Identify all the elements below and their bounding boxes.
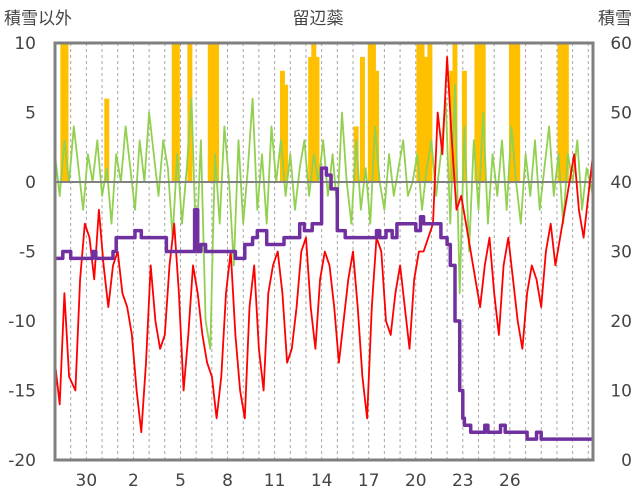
precipitation-bar [171,43,177,182]
precipitation-bar [214,43,220,182]
y-axis-right-label: 積雪 [598,9,632,29]
precipitation-bar [374,70,380,182]
precipitation-bar [210,43,216,182]
plot-frame [53,41,595,462]
precipitation-bar [474,43,480,182]
x-tick-label: 17 [358,471,380,491]
precipitation-bar [422,56,428,182]
precipitation-bar [314,56,320,182]
precipitation-bar [174,43,180,182]
x-tick-label: 20 [405,471,427,491]
x-tick-label: 5 [175,471,186,491]
chart-title: 留辺蘂 [293,9,344,29]
y-left-tick-label: 10 [14,34,36,54]
precipitation-bar [308,56,314,182]
precipitation-bar [359,56,365,182]
precipitation-bar [419,43,425,182]
x-tick-label: 30 [76,471,98,491]
precipitation-bar [416,43,422,182]
series-lines [53,41,595,462]
y-right-tick-label: 10 [610,382,632,402]
y-left-tick-label: 5 [25,104,36,124]
x-tick-label: 11 [264,471,286,491]
y-left-tick-label: -15 [8,382,36,402]
x-tick-label: 26 [499,471,521,491]
y-left-tick-label: -20 [8,451,36,471]
precipitation-bar [515,43,521,182]
y-right-tick-label: 30 [610,243,632,263]
precipitation-bar [311,43,317,182]
y-left-tick-label: 0 [25,173,36,193]
precipitation-bar [104,98,110,182]
snow-depth-line [55,166,593,441]
precipitation-bar [563,43,569,182]
precipitation-bar [560,43,566,182]
precipitation-bar [508,43,514,182]
precipitation-bar [427,43,433,182]
precipitation-bar [207,43,213,182]
y-axis-left-label: 積雪以外 [4,9,72,29]
y-left-tick-label: -5 [19,243,36,263]
precipitation-bar [63,43,69,182]
precipitation-bar [367,43,373,182]
precipitation-bar [370,43,376,182]
x-tick-label: 8 [222,471,233,491]
x-tick-label: 2 [128,471,139,491]
y-right-tick-label: 20 [610,312,632,332]
temperature-line [54,56,594,434]
precipitation-bar [60,43,66,182]
y-right-tick-label: 40 [610,173,632,193]
y-right-tick-label: 60 [610,34,632,54]
precipitation-bar [279,70,285,182]
y-right-tick-label: 50 [610,104,632,124]
precipitation-bar [557,43,563,182]
y-right-tick-label: 0 [621,451,632,471]
x-tick-label: 23 [452,471,474,491]
precipitation-bar [477,43,483,182]
precipitation-bar [512,43,518,182]
precipitation-bar [283,84,289,182]
x-tick-label: 14 [311,471,333,491]
y-left-tick-label: -10 [8,312,36,332]
